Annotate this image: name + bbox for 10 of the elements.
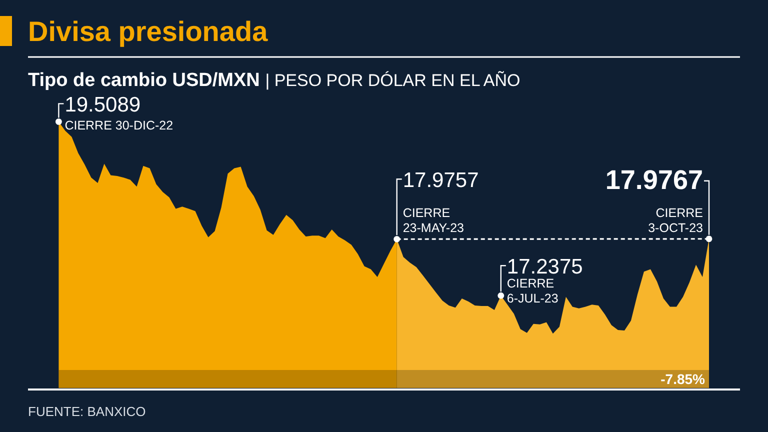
annotation: 19.5089 CIERRE 30-DIC-22 — [64, 94, 174, 133]
annotation: -7.85% — [660, 371, 706, 387]
point — [706, 236, 712, 242]
annotation: 17.9767 CIERRE 3-OCT-23 — [605, 164, 704, 235]
source-note: FUENTE: BANXICO — [28, 404, 146, 419]
chart-title: Divisa presionada — [28, 16, 268, 47]
annotation: 17.2375 CIERRE 6-JUL-23 — [506, 256, 583, 306]
annotation: 17.9757 CIERRE 23-MAY-23 — [402, 169, 479, 236]
chart-subtitle: Tipo de cambio USD/MXN | PESO POR DÓLAR EN EL AÑO — [28, 70, 520, 91]
point — [394, 236, 400, 242]
